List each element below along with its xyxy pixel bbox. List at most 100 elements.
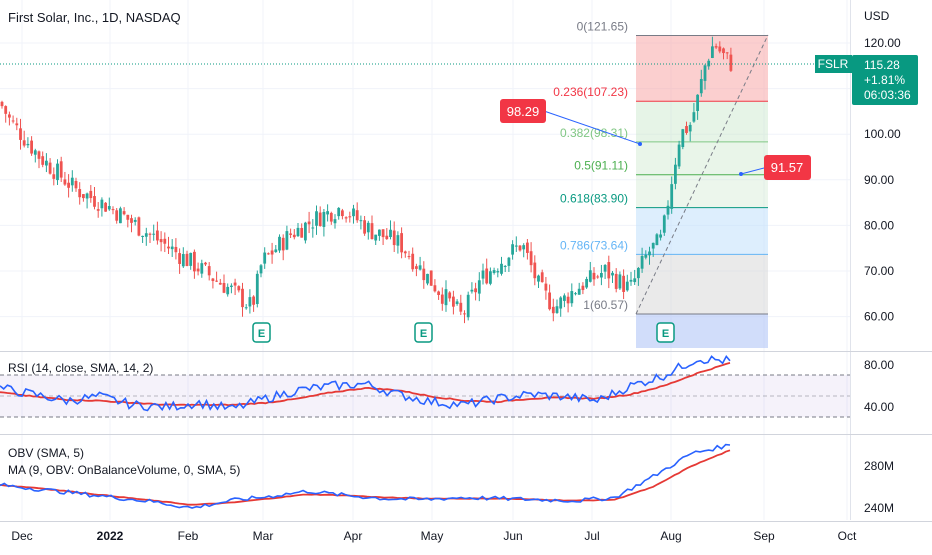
candle [93,196,96,207]
callout-98[interactable]: 98.29 [500,99,642,146]
price-tick: 80.00 [864,218,894,232]
candle [692,112,696,122]
candle [137,217,141,236]
fib-level-label: 0.5(91.11) [574,159,628,173]
callout-91[interactable]: 91.57 [739,155,811,180]
candle [278,236,281,251]
candle [489,271,492,284]
candle [159,239,163,243]
candle [466,294,470,318]
candle [167,246,170,249]
candle [714,46,718,48]
ticker-label: FSLR [818,57,849,71]
candle [592,272,596,280]
candle [529,251,533,266]
candle [411,253,415,270]
time-tick: Aug [660,529,681,543]
price-tick: 70.00 [864,264,894,278]
candle [437,291,440,295]
candle [52,174,56,179]
candle [230,285,233,287]
candle [248,297,252,307]
earnings-marker[interactable]: E [414,322,433,343]
candle [122,211,126,215]
fib-trend-line [635,34,769,315]
obv-title: OBV (SMA, 5) [8,446,84,460]
candle [189,252,193,266]
candle [703,65,707,81]
obv-tick-240m: 240M [864,501,894,515]
candle [555,306,559,313]
candle [600,272,603,278]
candle [559,297,563,309]
candle [170,246,174,250]
candle [500,263,503,274]
candle [96,209,100,211]
candle [174,246,178,253]
candle [226,286,230,295]
candle [548,292,551,310]
candle [644,254,648,258]
bar-countdown: 06:03:36 [864,88,911,102]
price-tick: 100.00 [864,127,901,141]
earnings-marker[interactable]: E [252,322,271,343]
candle [193,251,196,272]
candle [333,219,337,224]
earnings-marker-label: E [258,328,265,340]
candle [19,128,22,140]
obv-panel: OBV (SMA, 5) MA (9, OBV: OnBalanceVolume… [0,443,894,515]
price-badge[interactable]: FSLR 115.28 +1.81% 06:03:36 [815,55,918,105]
candle [244,307,248,309]
candlestick-series [0,36,733,324]
price-change: +1.81% [864,73,905,87]
fib-retracement[interactable] [636,34,768,348]
candle [607,262,611,279]
candle [722,48,725,54]
candle [285,231,289,250]
candle [89,190,93,199]
candle [440,294,444,304]
candle [407,256,411,258]
candle [82,194,85,199]
candle [200,263,204,274]
candle [15,123,19,126]
candle [315,211,318,226]
candle [111,209,115,211]
candle [359,220,363,222]
candle [185,253,189,266]
candle [115,210,119,221]
candle [662,215,666,233]
candle [537,275,540,282]
candle [688,124,692,132]
time-tick: Dec [11,529,32,543]
candle [274,249,278,253]
earnings-marker[interactable]: E [656,322,675,343]
candle [681,129,685,148]
candle [426,273,429,284]
candle [477,280,481,294]
fib-zone [636,207,768,255]
candle [403,251,407,254]
rsi-tick-80: 80.00 [864,358,894,372]
candle [496,271,500,273]
callout-98-label: 98.29 [507,104,540,119]
candle [22,140,26,146]
candle [233,282,237,286]
candle [119,208,122,224]
candle [459,302,463,312]
candle [699,78,703,94]
candle [363,220,366,234]
candle [618,274,622,289]
time-tick: Mar [253,529,274,543]
candle [107,206,111,210]
candle [381,229,385,238]
candle [45,160,48,166]
candle [415,266,418,269]
candle [163,238,167,244]
candle [130,218,133,223]
candle [267,253,270,255]
obv-ma-line [0,449,731,506]
candle [289,233,292,235]
earnings-marker-label: E [662,328,669,340]
